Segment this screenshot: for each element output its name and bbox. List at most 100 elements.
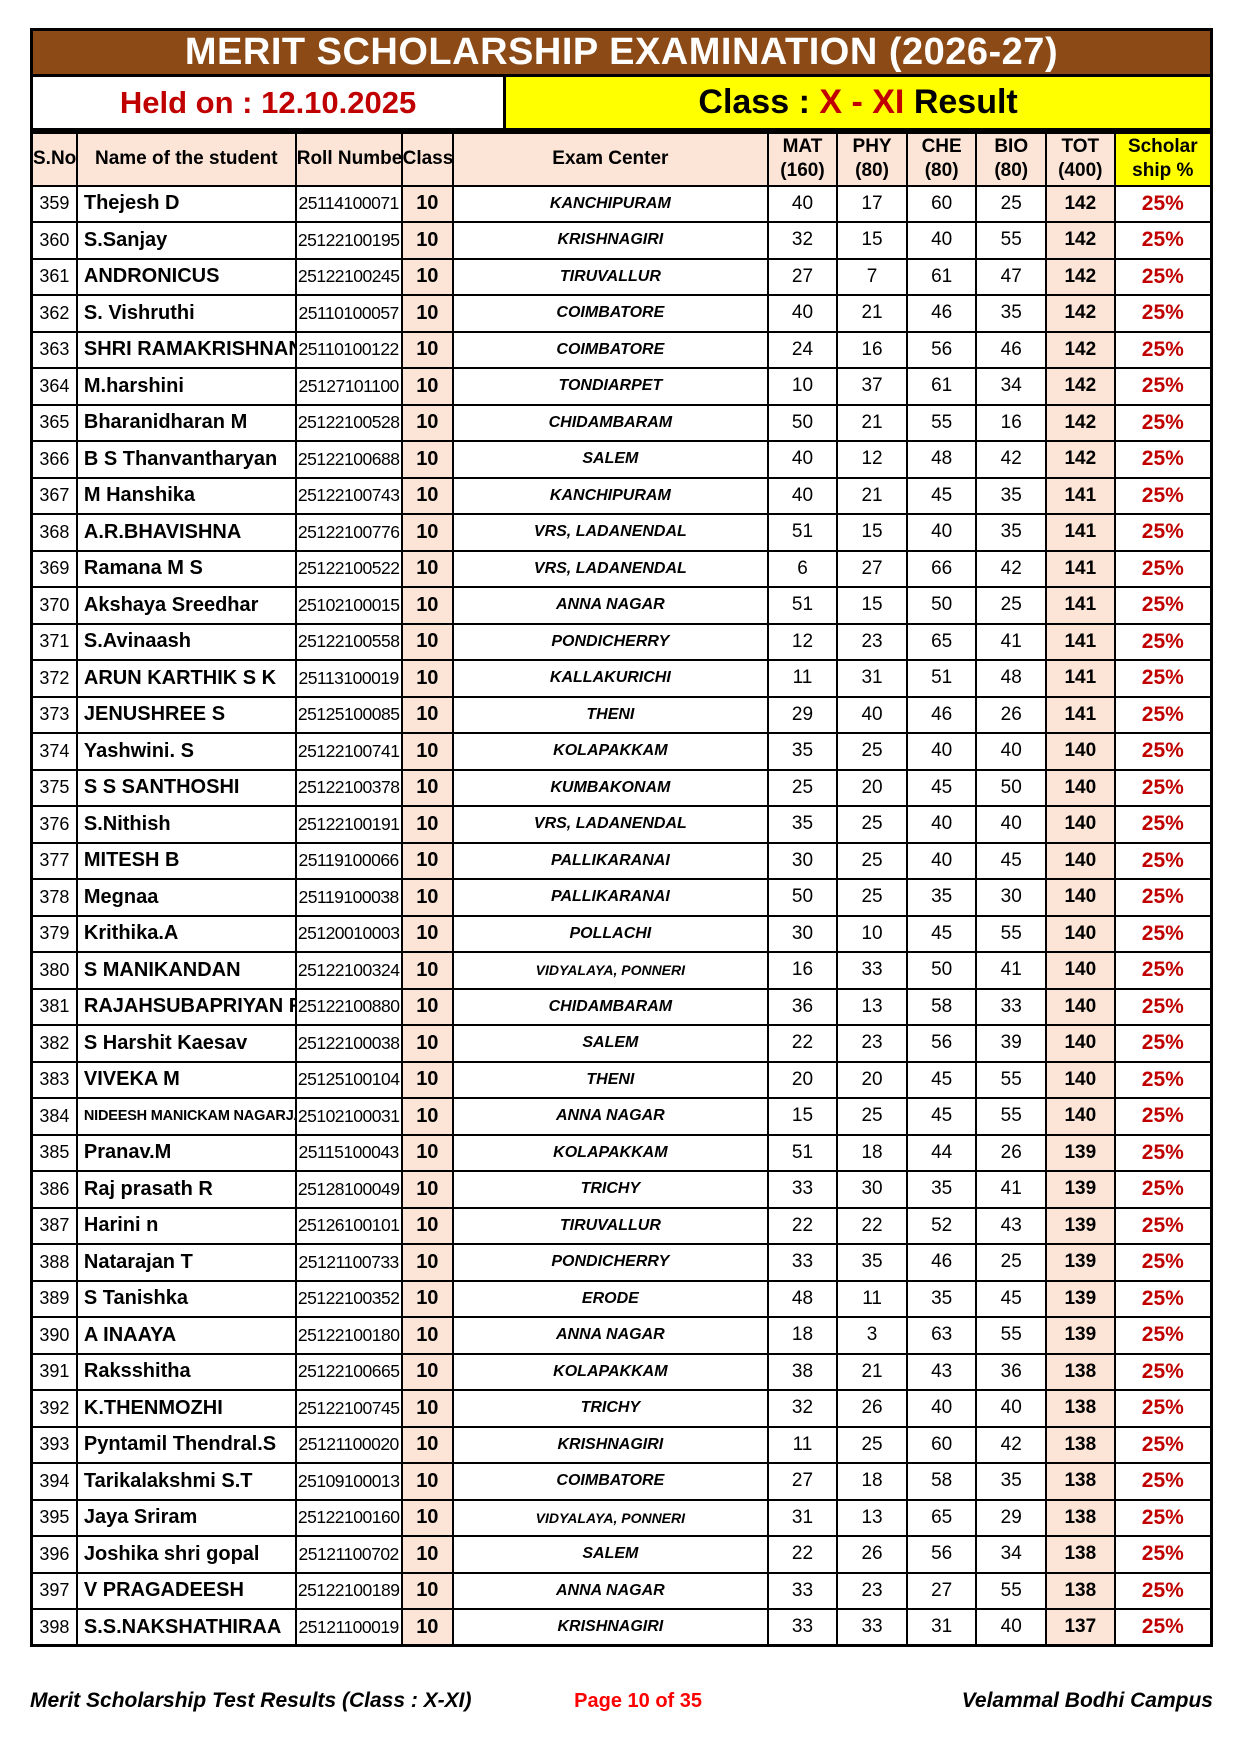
cell-che-score: 45	[905, 1097, 978, 1136]
cell-sno: 391	[30, 1352, 78, 1391]
cell-total-score: 140	[1045, 1097, 1116, 1136]
cell-total-score: 141	[1045, 513, 1116, 552]
cell-class: 10	[400, 659, 455, 698]
table-row: 363 SHRI RAMAKRISHNAN V 25110100122 10 C…	[30, 330, 1213, 369]
results-table: S.No Name of the student Roll Number Cla…	[30, 131, 1213, 1647]
cell-bio-score: 36	[975, 1352, 1047, 1391]
cell-scholarship-percent: 25%	[1113, 768, 1213, 807]
cell-student-name: Thejesh D	[75, 184, 297, 223]
cell-sno: 370	[30, 586, 78, 625]
cell-student-name: S. Vishruthi	[75, 294, 297, 333]
cell-che-score: 40	[905, 221, 978, 260]
cell-exam-center: TRICHY	[452, 1170, 769, 1209]
cell-sno: 385	[30, 1133, 78, 1172]
cell-student-name: Pyntamil Thendral.S	[75, 1425, 297, 1464]
cell-student-name: JENUSHREE S	[75, 695, 297, 734]
cell-phy-score: 17	[836, 184, 908, 223]
cell-scholarship-percent: 25%	[1113, 1206, 1213, 1245]
cell-total-score: 142	[1045, 184, 1116, 223]
cell-roll-number: 25122100741	[294, 732, 403, 771]
table-row: 359 Thejesh D 25114100071 10 KANCHIPURAM…	[30, 184, 1213, 223]
cell-che-score: 63	[905, 1316, 978, 1355]
cell-roll-number: 25122100324	[294, 951, 403, 990]
cell-mat-score: 30	[766, 841, 839, 880]
cell-sno: 362	[30, 294, 78, 333]
cell-sno: 390	[30, 1316, 78, 1355]
cell-roll-number: 25122100745	[294, 1389, 403, 1428]
cell-total-score: 142	[1045, 440, 1116, 479]
class-result-suffix: Result	[904, 83, 1018, 121]
cell-sno: 367	[30, 476, 78, 515]
cell-bio-score: 40	[975, 1389, 1047, 1428]
cell-class: 10	[400, 622, 455, 661]
cell-student-name: Yashwini. S	[75, 732, 297, 771]
cell-phy-score: 23	[836, 1571, 908, 1610]
held-on-text: Held on : 12.10.2025	[119, 84, 417, 120]
cell-scholarship-percent: 25%	[1113, 732, 1213, 771]
cell-scholarship-percent: 25%	[1113, 440, 1213, 479]
cell-sno: 365	[30, 403, 78, 442]
cell-bio-score: 25	[975, 184, 1047, 223]
table-row: 397 V PRAGADEESH 25122100189 10 ANNA NAG…	[30, 1571, 1213, 1610]
cell-sno: 396	[30, 1535, 78, 1574]
cell-mat-score: 22	[766, 1206, 839, 1245]
cell-student-name: S.S.NAKSHATHIRAA	[75, 1608, 297, 1647]
cell-scholarship-percent: 25%	[1113, 622, 1213, 661]
cell-sno: 380	[30, 951, 78, 990]
cell-exam-center: ERODE	[452, 1279, 769, 1318]
cell-class: 10	[400, 987, 455, 1026]
table-row: 385 Pranav.M 25115100043 10 KOLAPAKKAM 5…	[30, 1133, 1213, 1172]
cell-total-score: 141	[1045, 695, 1116, 734]
cell-total-score: 139	[1045, 1316, 1116, 1355]
held-on-cell: Held on : 12.10.2025	[33, 77, 507, 128]
cell-bio-score: 35	[975, 513, 1047, 552]
cell-che-score: 35	[905, 878, 978, 917]
cell-total-score: 140	[1045, 878, 1116, 917]
cell-phy-score: 30	[836, 1170, 908, 1209]
cell-phy-score: 15	[836, 586, 908, 625]
cell-bio-score: 34	[975, 1535, 1047, 1574]
cell-phy-score: 21	[836, 294, 908, 333]
cell-che-score: 58	[905, 1462, 978, 1501]
cell-total-score: 140	[1045, 914, 1116, 953]
cell-che-score: 56	[905, 330, 978, 369]
cell-phy-score: 18	[836, 1462, 908, 1501]
cell-phy-score: 18	[836, 1133, 908, 1172]
cell-bio-score: 29	[975, 1498, 1047, 1537]
cell-class: 10	[400, 1425, 455, 1464]
cell-total-score: 142	[1045, 257, 1116, 296]
cell-sno: 374	[30, 732, 78, 771]
cell-exam-center: KRISHNAGIRI	[452, 221, 769, 260]
cell-mat-score: 36	[766, 987, 839, 1026]
cell-student-name: A INAAYA	[75, 1316, 297, 1355]
page-title: MERIT SCHOLARSHIP EXAMINATION (2026-27)	[184, 31, 1059, 73]
cell-class: 10	[400, 951, 455, 990]
cell-che-score: 43	[905, 1352, 978, 1391]
cell-che-score: 61	[905, 367, 978, 406]
cell-total-score: 140	[1045, 768, 1116, 807]
cell-student-name: VIVEKA M	[75, 1060, 297, 1099]
cell-sno: 359	[30, 184, 78, 223]
cell-student-name: MITESH B	[75, 841, 297, 880]
cell-mat-score: 25	[766, 768, 839, 807]
cell-exam-center: POLLACHI	[452, 914, 769, 953]
cell-roll-number: 25102100031	[294, 1097, 403, 1136]
results-page: MERIT SCHOLARSHIP EXAMINATION (2026-27) …	[30, 28, 1213, 1713]
cell-che-score: 45	[905, 768, 978, 807]
page-footer: Merit Scholarship Test Results (Class : …	[30, 1689, 1213, 1713]
cell-phy-score: 25	[836, 805, 908, 844]
cell-che-score: 40	[905, 513, 978, 552]
cell-class: 10	[400, 330, 455, 369]
table-row: 377 MITESH B 25119100066 10 PALLIKARANAI…	[30, 841, 1213, 880]
class-result-value: X - XI	[819, 83, 905, 121]
cell-exam-center: COIMBATORE	[452, 330, 769, 369]
cell-exam-center: THENI	[452, 1060, 769, 1099]
cell-bio-score: 47	[975, 257, 1047, 296]
table-row: 388 Natarajan T 25121100733 10 PONDICHER…	[30, 1243, 1213, 1282]
table-row: 372 ARUN KARTHIK S K 25113100019 10 KALL…	[30, 659, 1213, 698]
cell-scholarship-percent: 25%	[1113, 586, 1213, 625]
table-row: 361 ANDRONICUS 25122100245 10 TIRUVALLUR…	[30, 257, 1213, 296]
cell-phy-score: 21	[836, 1352, 908, 1391]
cell-che-score: 51	[905, 659, 978, 698]
cell-class: 10	[400, 403, 455, 442]
